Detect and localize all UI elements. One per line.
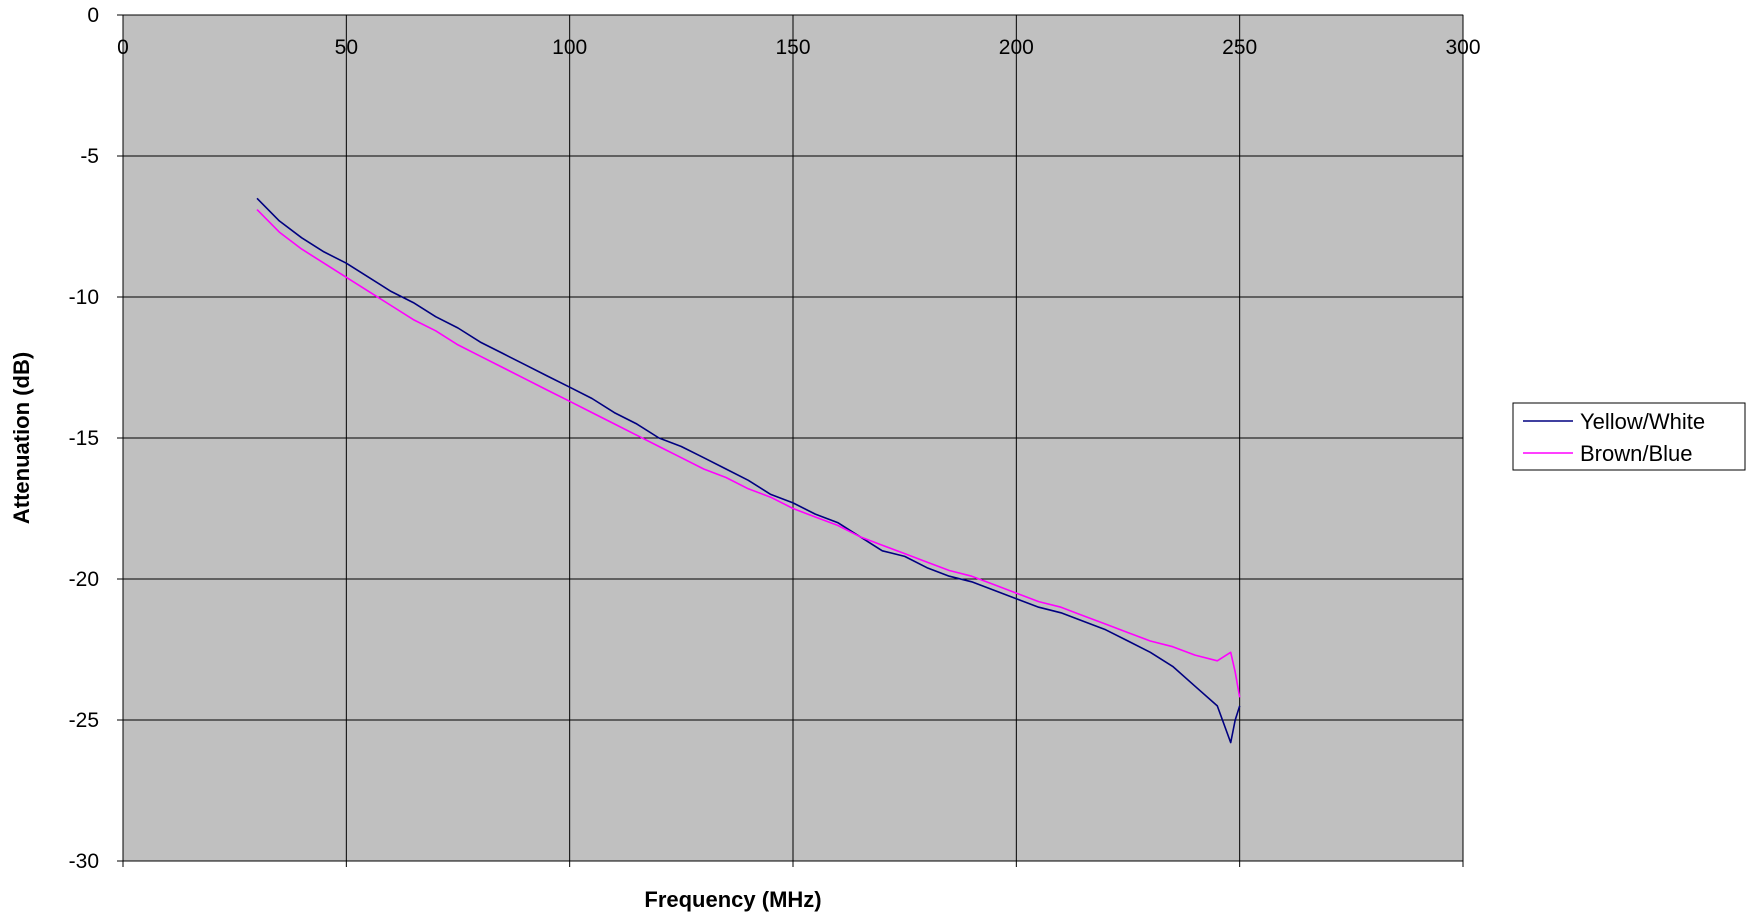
x-tick-label: 0: [117, 36, 129, 59]
y-axis-title: Attenuation (dB): [9, 352, 34, 524]
y-tick-label: -30: [69, 850, 99, 873]
tick-labels: 0 50 100 150 200 250 300 0 -5 -10 -15 -20 -25 -30: [69, 4, 1481, 873]
legend: Yellow/White Brown/Blue: [1512, 402, 1746, 471]
series-line-brown-blue: [256, 209, 1241, 698]
y-tick-label: -5: [80, 145, 99, 168]
series-line-yellow-white: [256, 197, 1241, 744]
y-tick-label: -25: [69, 709, 99, 732]
x-tick-label: 50: [335, 36, 358, 59]
x-tick-label: 200: [999, 36, 1034, 59]
x-tick-label: 250: [1222, 36, 1257, 59]
legend-label-yellow-white: Yellow/White: [1580, 409, 1705, 434]
y-tick-label: -10: [69, 286, 99, 309]
legend-box: [1512, 402, 1746, 471]
y-tick-label: -20: [69, 568, 99, 591]
x-tick-label: 300: [1445, 36, 1480, 59]
gridlines: [117, 14, 1464, 867]
series-lines: [256, 197, 1241, 744]
x-tick-label: 150: [775, 36, 810, 59]
x-tick-label: 100: [552, 36, 587, 59]
legend-label-brown-blue: Brown/Blue: [1580, 441, 1693, 466]
y-tick-label: -15: [69, 427, 99, 450]
x-axis-title: Frequency (MHz): [644, 887, 821, 912]
y-tick-label: 0: [87, 4, 99, 27]
